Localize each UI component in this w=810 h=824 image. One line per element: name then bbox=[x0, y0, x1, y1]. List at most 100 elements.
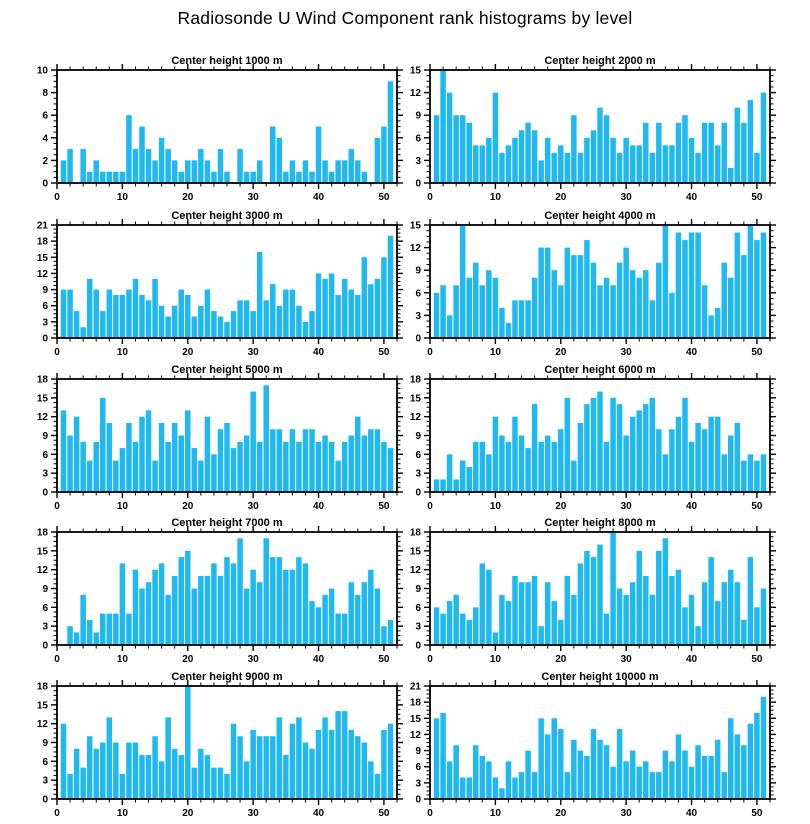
histogram-svg: Center height 3000 m 0 3 6 9 12 15 18 21 0 10 20 30 4… bbox=[37, 210, 403, 359]
bar bbox=[760, 588, 767, 645]
bar bbox=[348, 582, 354, 645]
bar bbox=[564, 772, 571, 799]
bar bbox=[708, 557, 714, 645]
bar bbox=[544, 247, 551, 338]
bar bbox=[584, 240, 590, 338]
bar bbox=[440, 70, 446, 183]
bar bbox=[93, 441, 99, 492]
bar bbox=[656, 122, 662, 183]
tick-labels: 0 3 6 9 12 15 0 10 20 30 40 50 bbox=[410, 221, 763, 359]
bar bbox=[649, 772, 656, 799]
bar bbox=[256, 441, 263, 492]
bar bbox=[610, 285, 616, 338]
bar bbox=[466, 777, 472, 799]
tick-labels: 0 3 6 9 12 15 18 21 0 10 20 30 40 50 bbox=[37, 221, 390, 359]
bar bbox=[145, 300, 152, 338]
bar bbox=[139, 294, 145, 338]
bar bbox=[701, 122, 708, 183]
bar bbox=[551, 441, 557, 492]
bar bbox=[728, 435, 734, 492]
bar bbox=[734, 422, 741, 492]
bar bbox=[119, 563, 126, 645]
y-tick-label: 6 bbox=[415, 450, 421, 461]
y-tick-label: 18 bbox=[410, 528, 422, 539]
bar bbox=[165, 441, 171, 492]
bar bbox=[328, 273, 335, 338]
bar bbox=[525, 300, 531, 338]
bar bbox=[479, 563, 486, 645]
bar bbox=[270, 429, 276, 492]
bar bbox=[93, 748, 99, 799]
x-tick-label: 0 bbox=[427, 808, 433, 819]
y-tick-label: 6 bbox=[42, 603, 48, 614]
y-tick-label: 18 bbox=[37, 528, 49, 539]
bar bbox=[669, 761, 675, 799]
bar bbox=[276, 429, 283, 492]
bar bbox=[564, 397, 571, 492]
histogram-svg: Center height 2000 m 0 3 6 9 12 15 0 10 20 30 40 50 bbox=[410, 55, 776, 203]
bar bbox=[80, 327, 86, 338]
bar bbox=[551, 270, 557, 338]
bar bbox=[453, 285, 459, 338]
bar bbox=[289, 569, 296, 645]
bar bbox=[322, 278, 328, 338]
bar bbox=[499, 152, 505, 183]
bar bbox=[132, 569, 139, 645]
y-tick-label: 15 bbox=[410, 393, 422, 404]
bar bbox=[656, 262, 662, 338]
bar bbox=[302, 321, 309, 338]
bar bbox=[446, 761, 453, 799]
bar bbox=[512, 416, 518, 492]
bar bbox=[335, 294, 341, 338]
x-tick-label: 50 bbox=[378, 192, 390, 203]
bar bbox=[603, 745, 610, 799]
bar bbox=[584, 550, 590, 645]
bar bbox=[492, 632, 499, 645]
y-tick-label: 8 bbox=[42, 88, 48, 99]
bar bbox=[93, 160, 99, 183]
bar bbox=[224, 321, 230, 338]
bar bbox=[714, 601, 721, 645]
bar bbox=[217, 316, 224, 338]
x-tick-label: 30 bbox=[621, 347, 633, 358]
bar bbox=[531, 772, 538, 799]
bar bbox=[656, 429, 662, 492]
bar bbox=[322, 435, 328, 492]
y-tick-label: 6 bbox=[42, 450, 48, 461]
bar bbox=[341, 441, 348, 492]
bar bbox=[381, 441, 387, 492]
x-tick-label: 30 bbox=[248, 192, 260, 203]
bar bbox=[374, 137, 381, 183]
y-tick-label: 9 bbox=[42, 431, 48, 442]
bar bbox=[224, 171, 230, 183]
bar bbox=[198, 149, 204, 183]
bar bbox=[701, 429, 708, 492]
histogram-svg: Center height 6000 m 0 3 6 9 12 15 18 0 10 20 30 40 5… bbox=[410, 364, 776, 512]
x-tick-label: 50 bbox=[751, 501, 763, 512]
bar bbox=[662, 225, 669, 338]
x-tick-label: 50 bbox=[378, 347, 390, 358]
bar bbox=[492, 416, 499, 492]
bar bbox=[198, 748, 204, 799]
bar bbox=[453, 115, 459, 183]
x-tick-label: 50 bbox=[751, 654, 763, 665]
bar bbox=[263, 385, 269, 492]
bar bbox=[531, 404, 538, 492]
bar bbox=[505, 441, 512, 492]
bar bbox=[649, 397, 656, 492]
bar bbox=[643, 122, 649, 183]
bar bbox=[374, 429, 381, 492]
x-tick-label: 30 bbox=[621, 501, 633, 512]
y-tick-label: 4 bbox=[42, 133, 48, 144]
y-tick-label: 18 bbox=[37, 237, 49, 248]
bar bbox=[486, 137, 492, 183]
y-tick-label: 0 bbox=[42, 334, 48, 345]
bar bbox=[479, 145, 486, 183]
bar bbox=[544, 582, 551, 645]
bar bbox=[590, 130, 597, 183]
x-tick-label: 40 bbox=[686, 654, 698, 665]
x-tick-label: 10 bbox=[117, 501, 129, 512]
bar bbox=[669, 575, 675, 645]
bar bbox=[675, 232, 682, 338]
